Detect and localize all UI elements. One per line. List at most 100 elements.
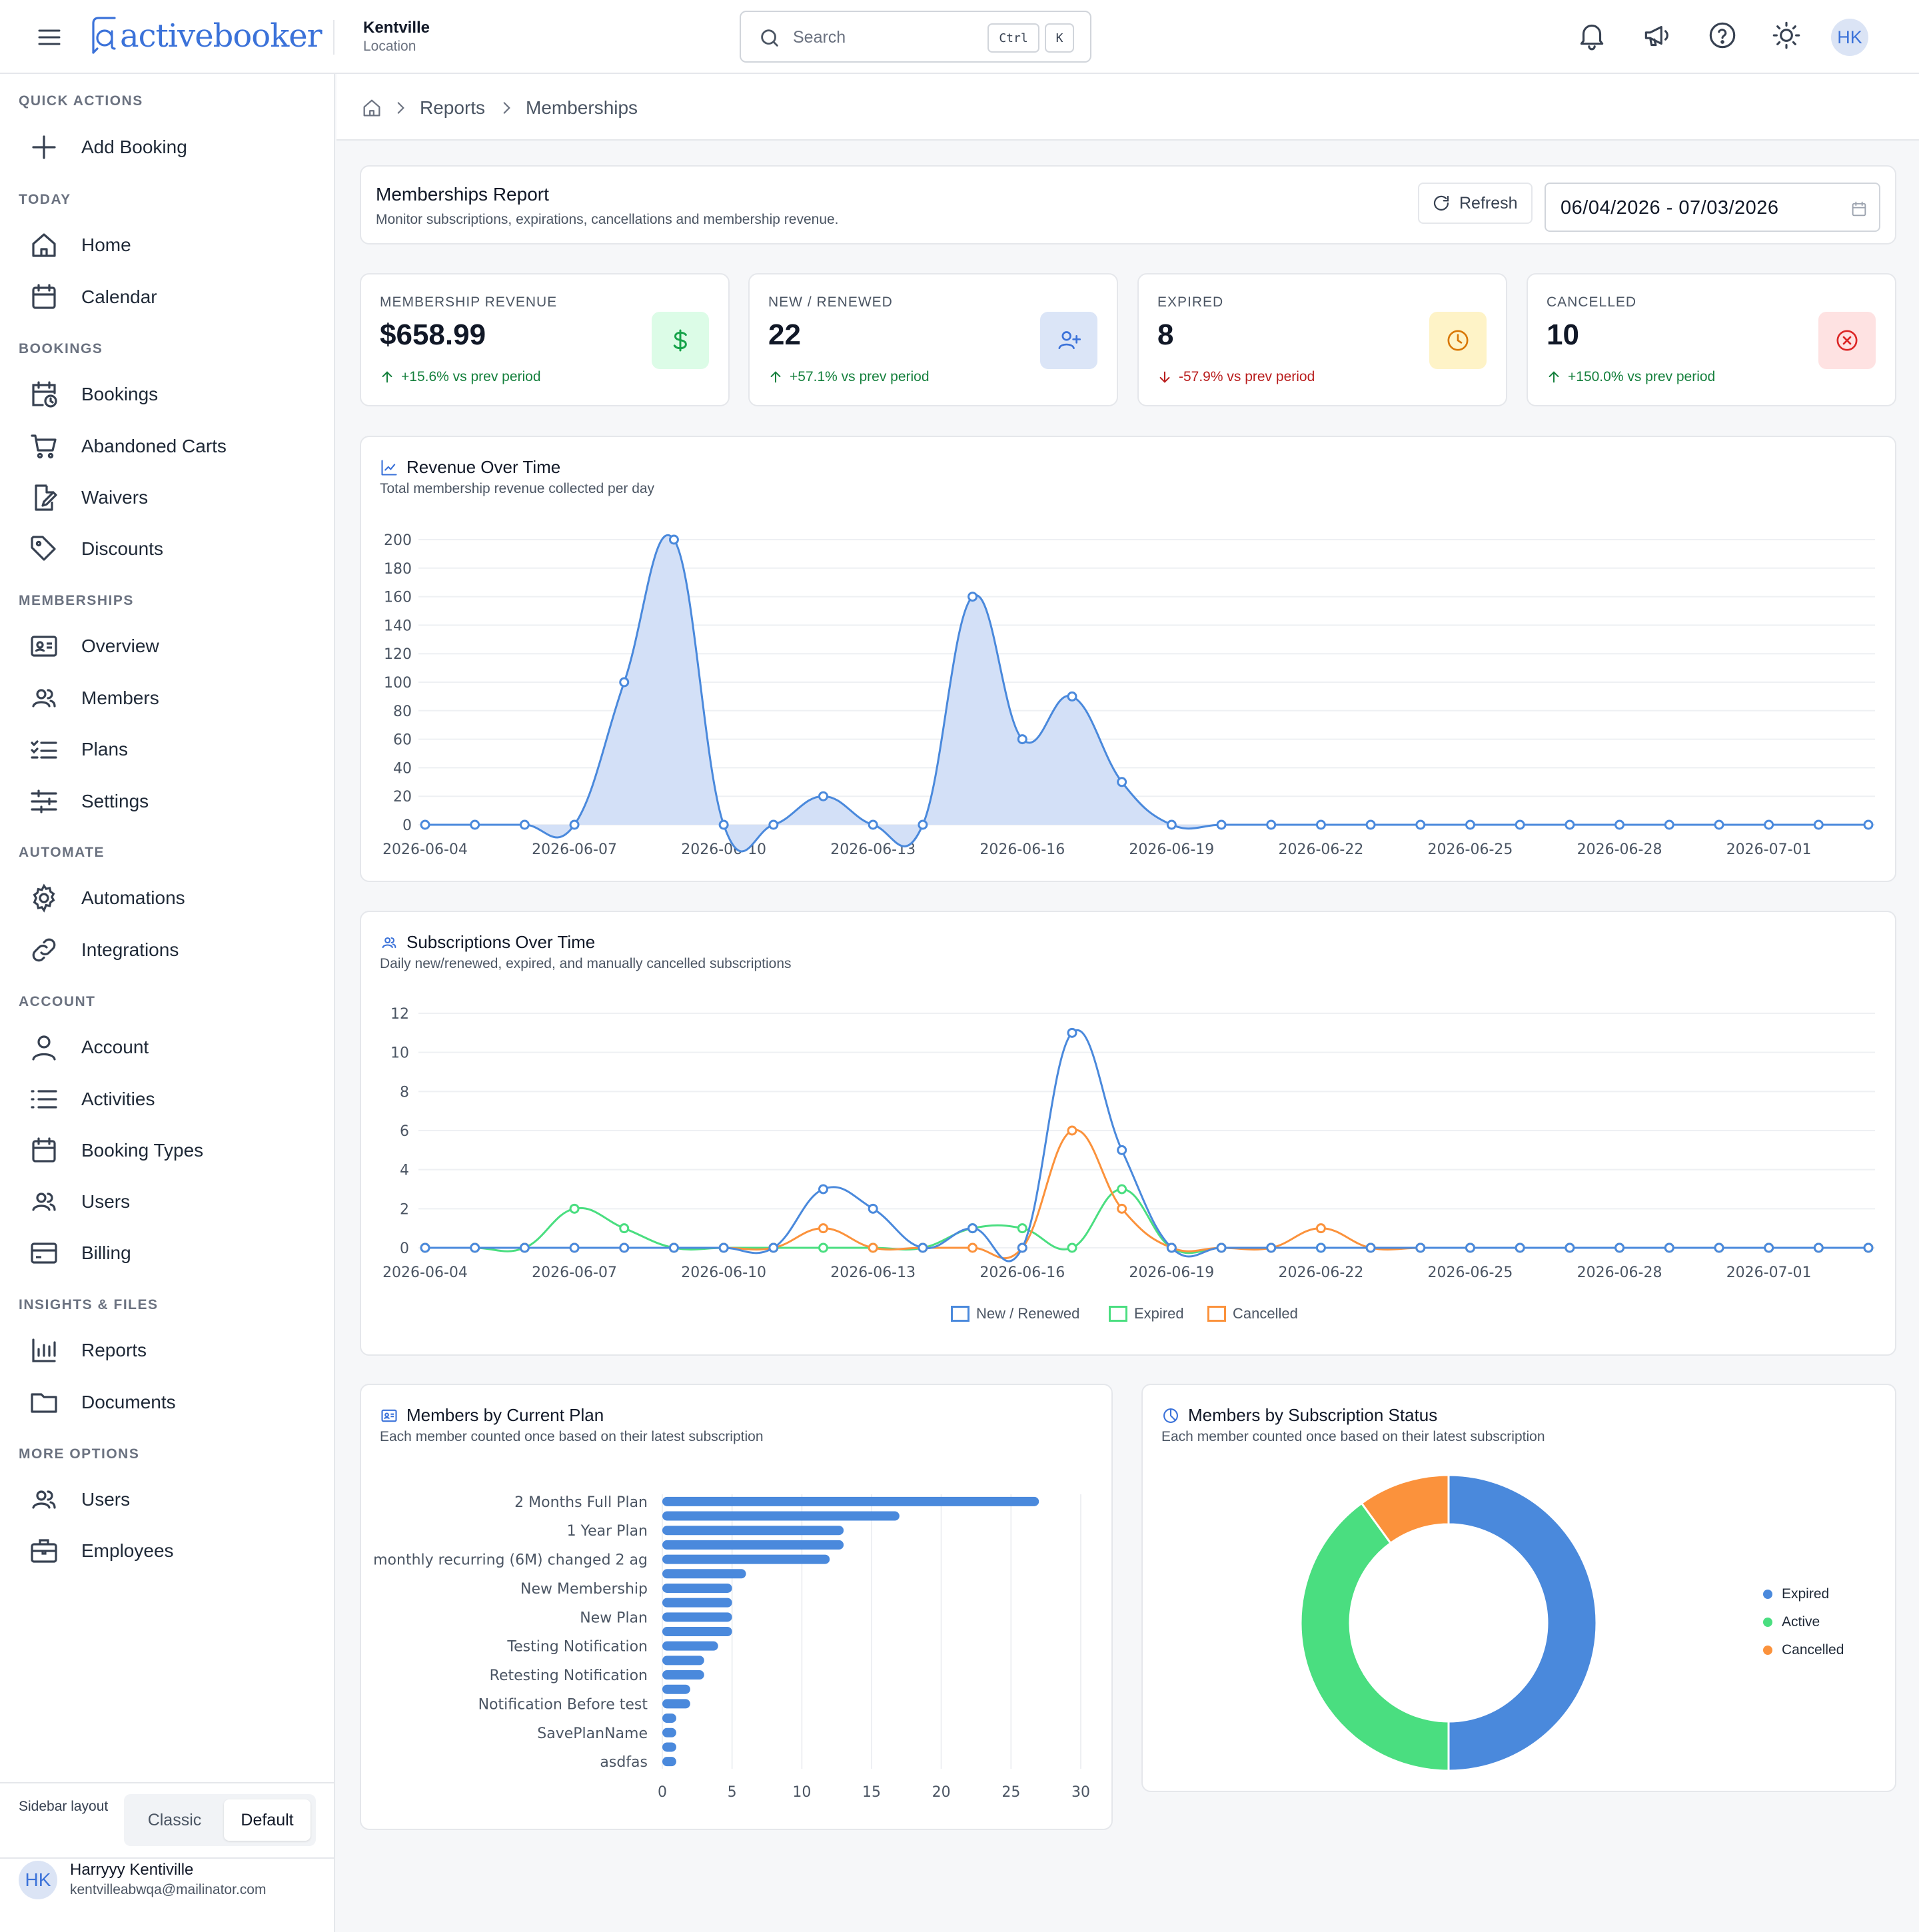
sidebar-item-integrations[interactable]: Integrations [19, 929, 319, 971]
section-quick-actions: QUICK ACTIONS [19, 93, 143, 109]
y-tick-label: 200 [384, 532, 412, 549]
legend-dot [1763, 1618, 1772, 1627]
sidebar-item-billing[interactable]: Billing [19, 1232, 319, 1274]
sidebar-item-waivers[interactable]: Waivers [19, 476, 319, 519]
layout-option-default[interactable]: Default [224, 1799, 311, 1841]
date-range-value: 06/04/2026 - 07/03/2026 [1561, 197, 1779, 219]
sidebar-item-label: Settings [81, 791, 149, 811]
bell-icon[interactable] [1575, 19, 1608, 52]
sidebar-item-members[interactable]: Members [19, 677, 319, 720]
x-circle-icon [1818, 312, 1876, 369]
refresh-button[interactable]: Refresh [1418, 183, 1533, 224]
sidebar-item-reports[interactable]: Reports [19, 1329, 319, 1372]
date-range-picker[interactable]: 06/04/2026 - 07/03/2026 [1545, 183, 1880, 232]
sidebar-item-discounts[interactable]: Discounts [19, 528, 319, 570]
sidebar-item-booking-types[interactable]: Booking Types [19, 1129, 319, 1172]
sliders-icon [31, 789, 57, 813]
bar [662, 1713, 676, 1723]
legend-item-expired[interactable]: Expired [1763, 1586, 1829, 1602]
sidebar-item-activities[interactable]: Activities [19, 1078, 319, 1121]
chart-title: Members by Subscription Status [1161, 1405, 1437, 1426]
sidebar-item-employees[interactable]: Employees [19, 1530, 319, 1572]
stat-delta-text: +57.1% vs prev period [790, 369, 930, 384]
sidebar-item-home[interactable]: Home [19, 224, 319, 266]
data-point [1315, 819, 1326, 830]
sidebar-item-overview[interactable]: Overview [19, 625, 319, 668]
sidebar-item-documents[interactable]: Documents [19, 1381, 319, 1424]
data-point [1515, 1242, 1525, 1253]
data-point [470, 819, 480, 830]
shortcut-ctrl-key: Ctrl [987, 23, 1039, 53]
home-icon[interactable] [360, 97, 383, 119]
arrow-up-icon [1549, 371, 1559, 383]
calendar-icon [1852, 201, 1866, 217]
y-tick-label: 160 [384, 590, 412, 606]
y-category-label: New Plan [580, 1610, 648, 1626]
stat-card-new-renewed: NEW / RENEWED 22 +57.1% vs prev period [748, 273, 1118, 406]
data-point [1017, 1223, 1027, 1234]
chart-title-text: Revenue Over Time [406, 457, 561, 477]
breadcrumb-reports[interactable]: Reports [420, 97, 486, 118]
chevron-right-icon [503, 102, 510, 114]
location-name[interactable]: Kentville [363, 19, 430, 37]
legend-item-cancelled[interactable]: Cancelled [1763, 1642, 1844, 1658]
data-point [1515, 819, 1525, 830]
sidebar-item-bookings[interactable]: Bookings [19, 373, 319, 416]
data-point [1166, 1242, 1177, 1253]
bar [662, 1641, 718, 1651]
data-point [868, 1242, 878, 1253]
logo[interactable]: activebooker [88, 9, 322, 63]
bar [662, 1496, 1039, 1506]
data-point [1166, 819, 1177, 830]
arrow-down-icon [1159, 371, 1170, 383]
avatar[interactable]: HK [1831, 19, 1868, 56]
sun-icon[interactable] [1770, 19, 1803, 52]
data-point [1067, 1242, 1077, 1253]
sidebar-item-account[interactable]: Account [19, 1026, 319, 1069]
data-point [420, 1242, 430, 1253]
sidebar-item-automations[interactable]: Automations [19, 877, 319, 919]
menu-icon[interactable] [32, 20, 67, 55]
tag-icon [31, 536, 56, 561]
layout-option-classic[interactable]: Classic [147, 1810, 202, 1829]
data-point [1266, 819, 1277, 830]
data-point [1764, 819, 1774, 830]
page-title: Memberships Report [376, 184, 549, 205]
sidebar-item-calendar[interactable]: Calendar [19, 276, 319, 318]
bar [662, 1656, 704, 1666]
sidebar-item-settings[interactable]: Settings [19, 780, 319, 823]
legend-item-expired[interactable]: Expired [1109, 1305, 1184, 1322]
sidebar-item-abandoned-carts[interactable]: Abandoned Carts [19, 425, 319, 468]
data-point [1813, 819, 1824, 830]
data-point [420, 819, 430, 830]
x-tick-label: 2026-06-07 [532, 841, 617, 858]
location-label: Location [363, 39, 416, 54]
file-signature-icon [35, 484, 57, 511]
data-point [1365, 819, 1376, 830]
section-automate: AUTOMATE [19, 845, 105, 860]
bar [662, 1670, 704, 1680]
data-point [1614, 1242, 1625, 1253]
search-input[interactable]: Search Ctrl K [740, 11, 1091, 63]
legend-item-active[interactable]: Active [1763, 1614, 1820, 1630]
x-tick-label: 20 [932, 1784, 951, 1801]
sidebar-item-label: Activities [81, 1089, 155, 1109]
user-avatar[interactable]: HK [19, 1861, 57, 1899]
data-point [1266, 1242, 1277, 1253]
sidebar-item-more-users[interactable]: Users [19, 1478, 319, 1521]
legend-item-cancelled[interactable]: Cancelled [1207, 1305, 1298, 1322]
sidebar-layout-toggle: Classic Default [124, 1794, 316, 1846]
help-icon[interactable] [1706, 19, 1739, 52]
sidebar-item-plans[interactable]: Plans [19, 728, 319, 771]
sidebar-item-users[interactable]: Users [19, 1181, 319, 1223]
y-category-label: Testing Notification [506, 1639, 648, 1656]
sidebar-item-add-booking[interactable]: Add Booking [19, 126, 319, 169]
y-tick-label: 80 [393, 704, 412, 720]
bar [662, 1554, 830, 1564]
data-point [718, 819, 729, 830]
user-icon [32, 1035, 56, 1061]
legend-item-new-renewed[interactable]: New / Renewed [951, 1305, 1079, 1322]
megaphone-icon[interactable] [1640, 19, 1674, 52]
divider [0, 1857, 334, 1859]
data-point [1017, 1242, 1027, 1253]
